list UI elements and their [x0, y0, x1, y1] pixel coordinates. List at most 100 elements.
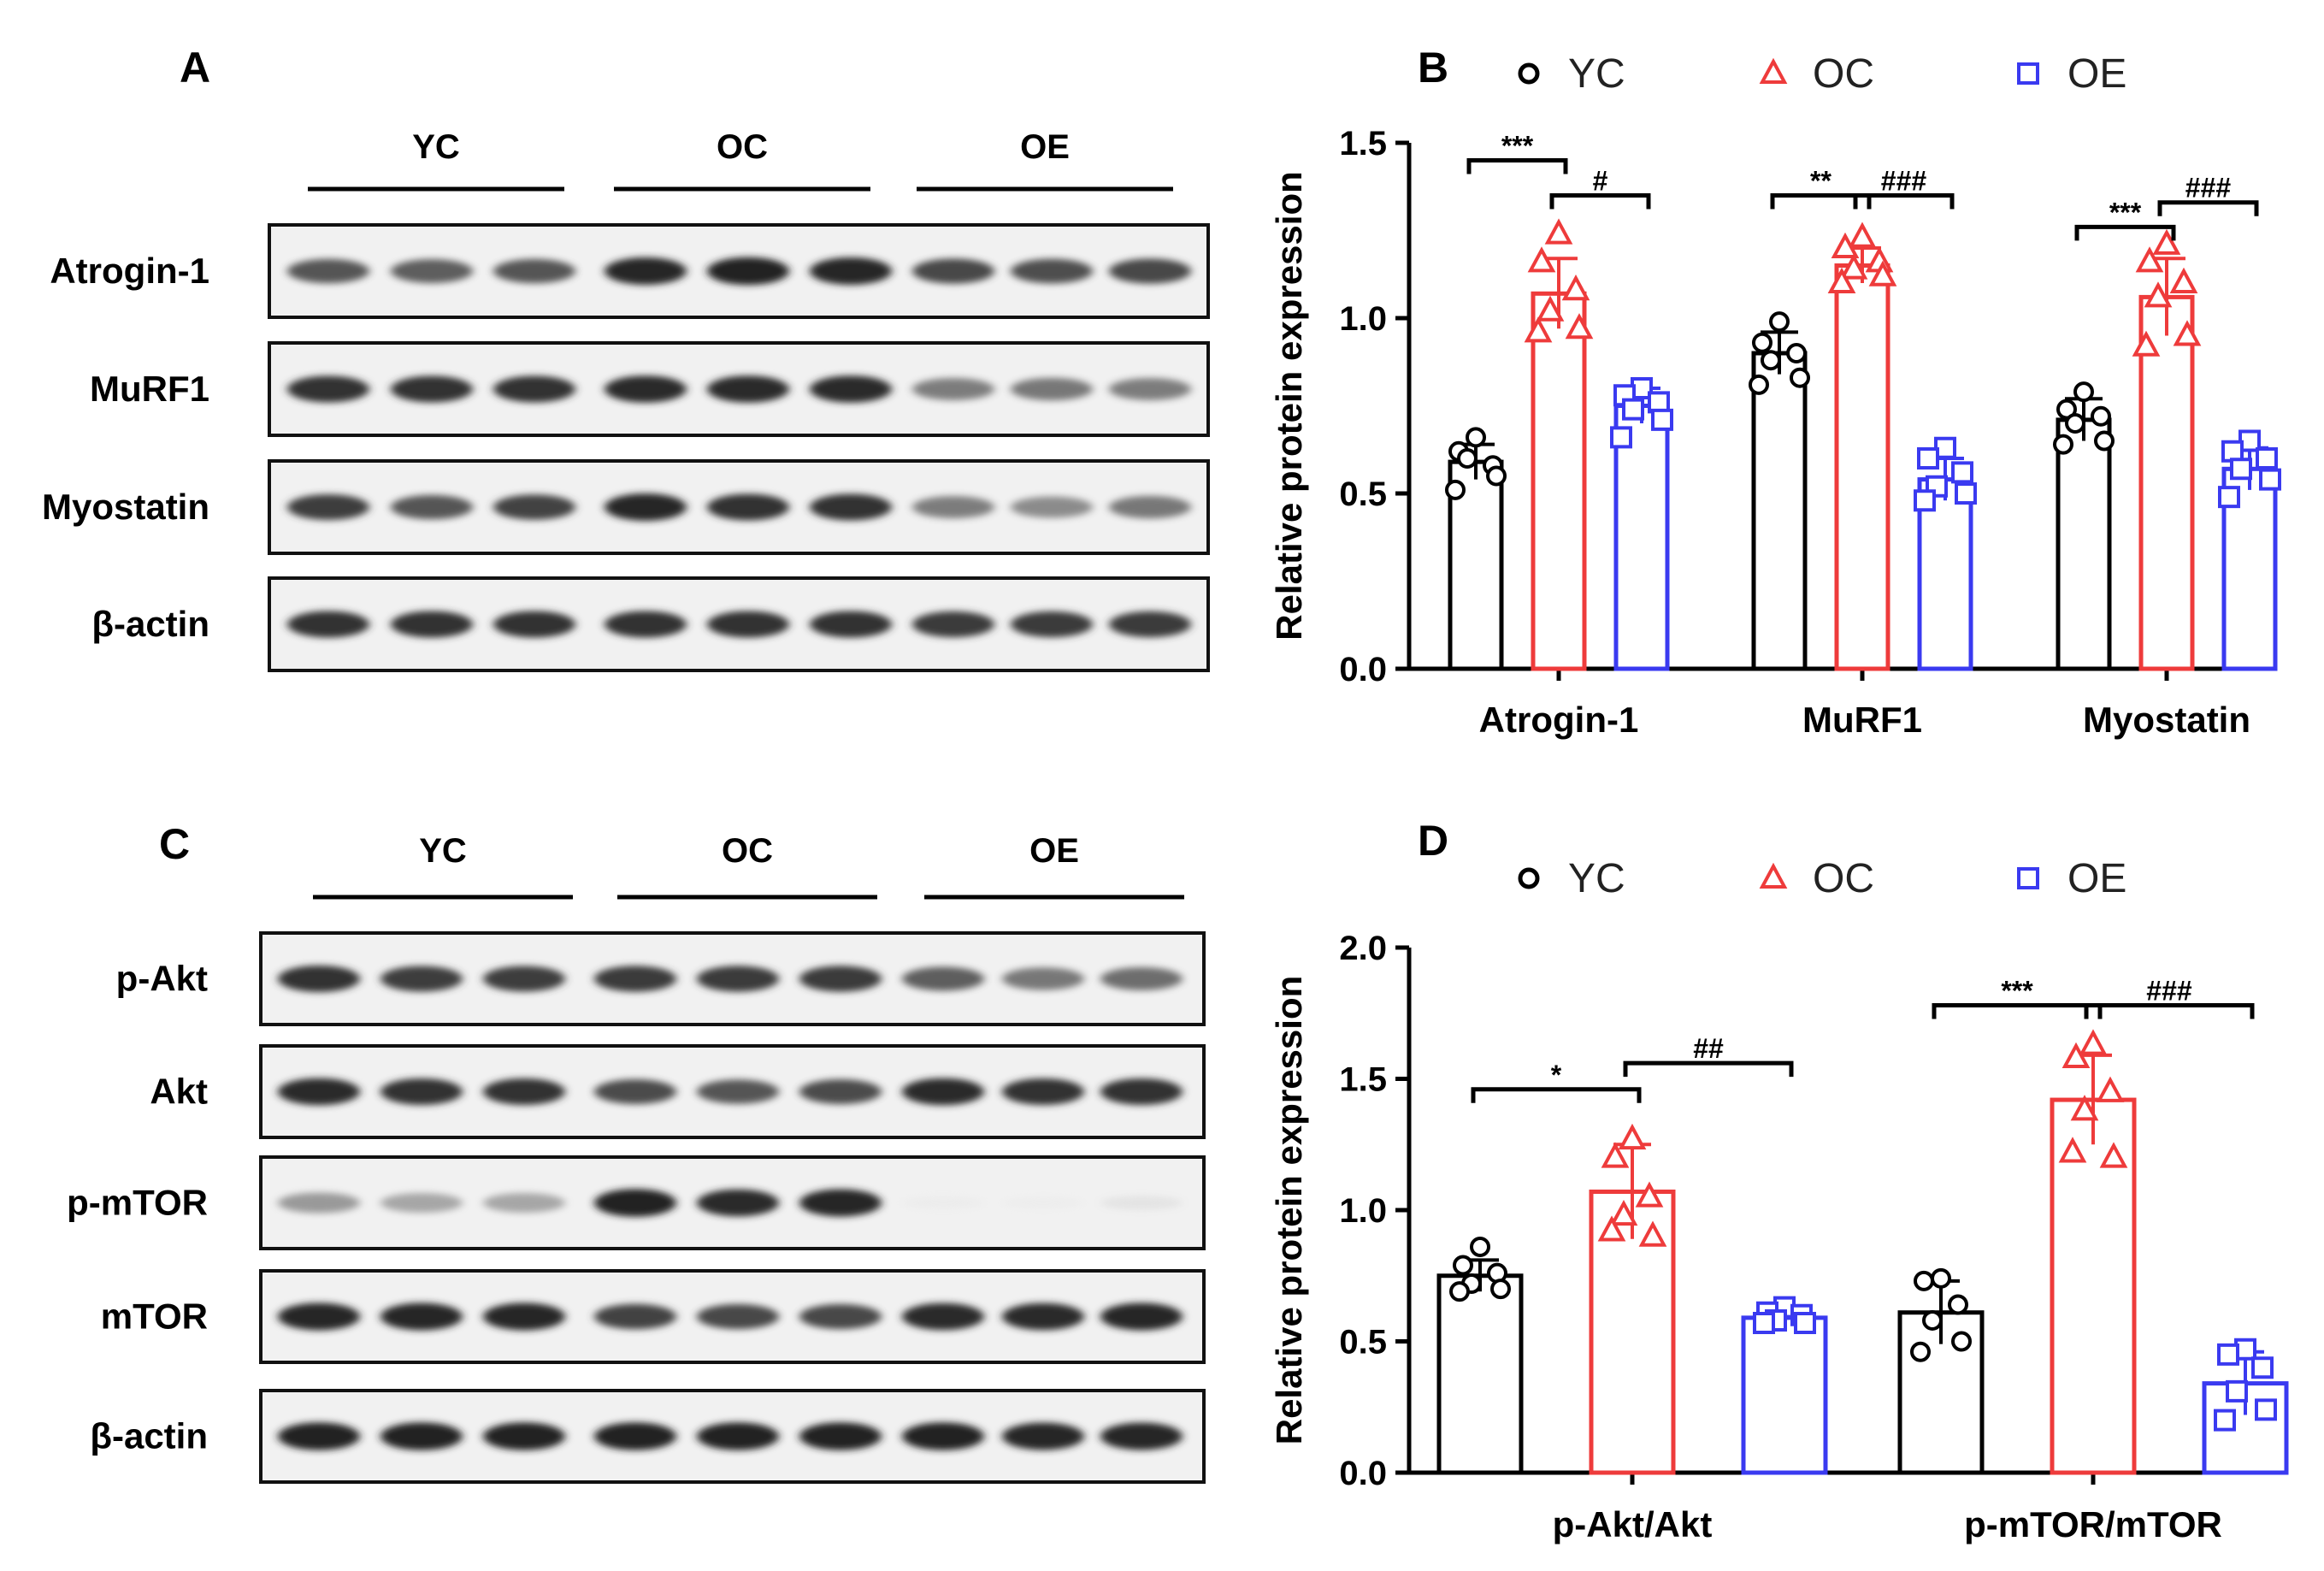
significance-bracket: [1466, 158, 1568, 174]
data-point: [2152, 228, 2181, 255]
bar-chart-b: B YC OC OE 0.0 0.5 1.0 1.5 Relative protein expr…: [1269, 44, 2281, 740]
blot-row-label: Myostatin: [42, 487, 209, 527]
blot-row-label: Atrogin-1: [50, 251, 209, 291]
data-point: [1524, 316, 1553, 343]
blot-band: [483, 1422, 565, 1450]
legend-entry: OE: [2017, 51, 2126, 97]
blot-row-label: Akt: [150, 1072, 208, 1112]
data-point: [2096, 1076, 2125, 1102]
bar: [1613, 404, 1670, 671]
blot-band: [1100, 1422, 1183, 1450]
blot-band: [902, 1422, 984, 1450]
blot-band: [493, 258, 575, 284]
legend-entry: OC: [1759, 51, 1874, 97]
blot-band: [483, 1078, 565, 1105]
western-blot-panels: A YC OC OE Atrogin-1 MuRF1 Myostatin β-actin C YC…: [42, 44, 1210, 1484]
blot-band: [1100, 1196, 1183, 1210]
blot-band: [810, 611, 892, 638]
bar: [1741, 1315, 1828, 1475]
data-point: [2058, 1137, 2087, 1163]
blot-band: [1100, 967, 1183, 990]
data-point: [2062, 1042, 2091, 1068]
blot-band: [1011, 496, 1093, 518]
data-point: [1565, 313, 1594, 340]
data-point: [2091, 405, 2111, 427]
data-point: [1955, 482, 1977, 505]
blot-band: [1002, 1422, 1084, 1450]
x-tick-label: p-mTOR/mTOR: [1964, 1504, 2222, 1544]
data-point: [1610, 426, 1632, 449]
blot-band: [1109, 611, 1191, 638]
data-point: [1527, 246, 1556, 273]
data-point: [1848, 221, 1877, 248]
blot-row: MuRF1: [90, 341, 1210, 437]
data-point: [2073, 381, 2094, 403]
data-point: [2053, 434, 2073, 455]
y-tick-label: 1.5: [1339, 1061, 1387, 1099]
blot-row: Myostatin: [42, 459, 1210, 555]
data-point: [1753, 1312, 1775, 1335]
blot-band: [707, 611, 789, 638]
blot-band: [799, 1422, 882, 1450]
blot-row: p-mTOR: [67, 1155, 1206, 1250]
blot-band: [287, 258, 369, 284]
blot-band: [799, 966, 882, 992]
y-axis-title: Relative protein expression: [1269, 976, 1309, 1445]
panel-letter: A: [180, 44, 210, 92]
y-tick-label: 1.0: [1339, 1192, 1387, 1230]
blot-band: [380, 1078, 463, 1105]
blot-group-label: YC: [412, 128, 460, 166]
significance-label: ***: [1501, 131, 1534, 162]
data-point: [1831, 232, 1860, 258]
data-point: [1914, 1270, 1934, 1291]
bar: [1436, 1273, 1524, 1475]
data-point: [1790, 367, 1810, 388]
blot-band: [278, 1078, 360, 1106]
blot-band: [707, 375, 789, 403]
blot-band: [1100, 1078, 1183, 1105]
blot-band: [1011, 611, 1093, 638]
blot-group-label: OC: [722, 832, 773, 870]
data-point: [2144, 281, 2173, 308]
blot-band: [483, 1302, 565, 1331]
significance-bracket: [2157, 200, 2259, 216]
blot-band: [902, 1302, 984, 1331]
bar: [2221, 466, 2278, 671]
y-tick-label: 0.5: [1339, 1324, 1387, 1361]
blot-band: [810, 375, 892, 403]
data-point: [1769, 311, 1790, 333]
legend-entry: YC: [1518, 51, 1625, 97]
blot-band: [810, 493, 892, 521]
y-tick-label: 0.0: [1339, 651, 1387, 688]
blot-group-label: OE: [1020, 128, 1070, 166]
blot-band: [380, 1302, 463, 1331]
blot-row-label: p-Akt: [116, 959, 208, 999]
blot-row: mTOR: [101, 1269, 1206, 1364]
panel-letter: D: [1418, 817, 1448, 865]
blot-band: [799, 1189, 882, 1217]
significance-bracket: [2074, 224, 2176, 241]
blot-band: [902, 1196, 984, 1209]
data-point: [2218, 486, 2240, 509]
y-tick-label: 2.0: [1339, 930, 1387, 967]
y-tick-label: 1.0: [1339, 300, 1387, 338]
y-tick-label: 0.5: [1339, 475, 1387, 513]
data-point: [1449, 1281, 1470, 1302]
blot-row: Akt: [150, 1044, 1206, 1139]
y-axis-title: Relative protein expression: [1269, 171, 1309, 641]
blot-band: [912, 378, 994, 400]
blot-band: [1002, 967, 1084, 990]
x-tick-label: MuRF1: [1802, 700, 1922, 740]
significance-bracket: [1853, 193, 1955, 210]
significance-bracket: [2084, 1003, 2255, 1019]
legend-label: OC: [1813, 51, 1874, 97]
blot-band: [594, 1303, 676, 1330]
legend-marker: [1759, 57, 1788, 84]
data-point: [1486, 465, 1507, 487]
blot-band: [594, 1189, 676, 1217]
blot-band: [697, 1303, 779, 1330]
data-point: [1910, 1341, 1931, 1362]
data-point: [1922, 1309, 1943, 1331]
data-point: [1752, 332, 1772, 353]
blot-band: [391, 375, 473, 403]
